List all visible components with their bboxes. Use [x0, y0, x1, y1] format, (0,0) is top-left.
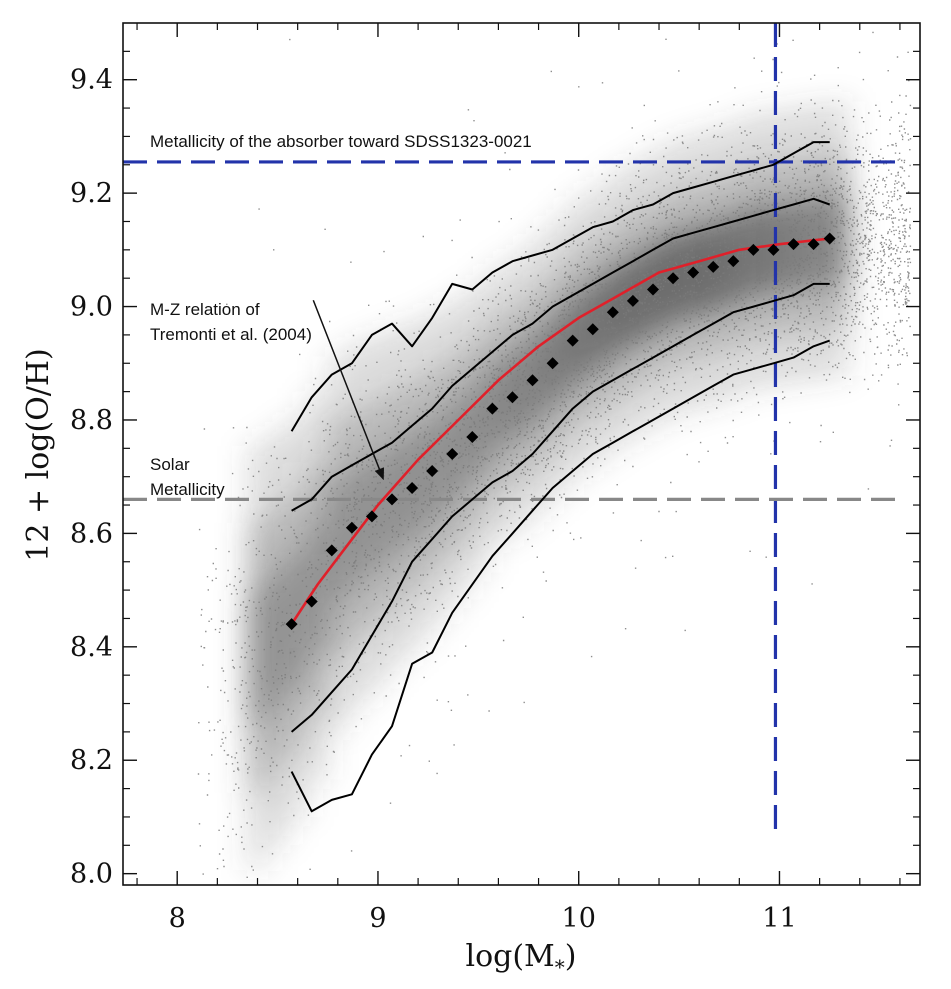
median-point	[606, 306, 619, 319]
solar-metallicity-label-line1: Solar	[150, 455, 190, 474]
median-point	[486, 402, 499, 415]
y-tick-label: 8.4	[70, 632, 113, 663]
axis-ticks: 8 9 10 11 8.0 8.2 8.4 8.6 8.8 9.0 9.2 9.4	[70, 23, 920, 934]
x-tick-label: 10	[562, 903, 596, 934]
y-tick-label: 8.2	[70, 745, 113, 776]
density-cell	[325, 484, 350, 604]
median-point	[406, 482, 419, 495]
median-point	[727, 255, 740, 268]
median-point	[325, 544, 338, 557]
median-point	[285, 618, 298, 631]
x-axis-title: log(M*)	[465, 939, 576, 979]
percentile-contours	[290, 141, 831, 813]
median-point	[446, 448, 459, 460]
median-point	[747, 243, 760, 256]
y-tick-label: 9.4	[70, 65, 113, 96]
median-point	[546, 357, 559, 370]
y-tick-label: 8.6	[70, 518, 113, 549]
median-point	[626, 294, 639, 307]
x-axis-title-close: )	[565, 939, 577, 974]
solar-metallicity-label-line2: Metallicity	[150, 480, 225, 499]
y-axis-title: 12 + log(O/H)	[21, 348, 56, 562]
median-point	[823, 232, 836, 245]
galaxy-scatter-points	[197, 23, 912, 878]
median-point	[305, 595, 318, 608]
mz-relation-arrow	[312, 300, 385, 481]
scatter-dots	[197, 23, 912, 878]
mz-relation-label-line2: Tremonti et al. (2004)	[150, 325, 312, 344]
percentile-line-3	[290, 282, 830, 733]
density-cell	[446, 401, 471, 497]
percentile-line-1	[290, 141, 830, 432]
median-point	[566, 334, 579, 347]
median-point	[807, 238, 820, 251]
annotation-arrow	[312, 300, 385, 481]
median-point	[667, 272, 680, 285]
tremonti-fit-curve	[290, 237, 830, 625]
median-point	[687, 266, 700, 279]
median-points	[285, 232, 836, 631]
median-point	[365, 510, 378, 523]
median-point	[466, 430, 479, 443]
median-point	[506, 391, 519, 404]
median-point	[586, 323, 599, 336]
median-point	[345, 521, 358, 534]
density-blur-group	[245, 101, 852, 870]
percentile-line-4	[290, 339, 831, 813]
y-tick-label: 9.0	[70, 292, 113, 323]
percentile-line-2	[291, 197, 831, 512]
plot-frame	[122, 22, 921, 886]
reference-lines	[123, 23, 895, 834]
x-tick-label: 8	[169, 903, 186, 934]
y-tick-label: 8.0	[70, 859, 113, 890]
y-tick-label: 8.8	[70, 405, 113, 436]
x-axis-title-subscript: *	[555, 955, 565, 979]
median-point	[767, 243, 780, 256]
mz-relation-label-line1: M-Z relation of	[150, 300, 260, 319]
x-axis-title-main: log(M	[465, 939, 554, 974]
median-point	[426, 465, 439, 478]
median-point	[526, 374, 539, 387]
y-tick-label: 9.2	[70, 178, 113, 209]
median-point	[707, 260, 720, 273]
median-point	[386, 493, 399, 506]
x-tick-label: 11	[762, 903, 796, 934]
x-tick-label: 9	[369, 903, 386, 934]
median-point	[787, 238, 800, 251]
median-point	[646, 283, 659, 296]
galaxy-density-cloud	[245, 101, 852, 870]
mz-relation-fit	[290, 237, 830, 625]
absorber-metallicity-label: Metallicity of the absorber toward SDSS1…	[150, 132, 532, 151]
